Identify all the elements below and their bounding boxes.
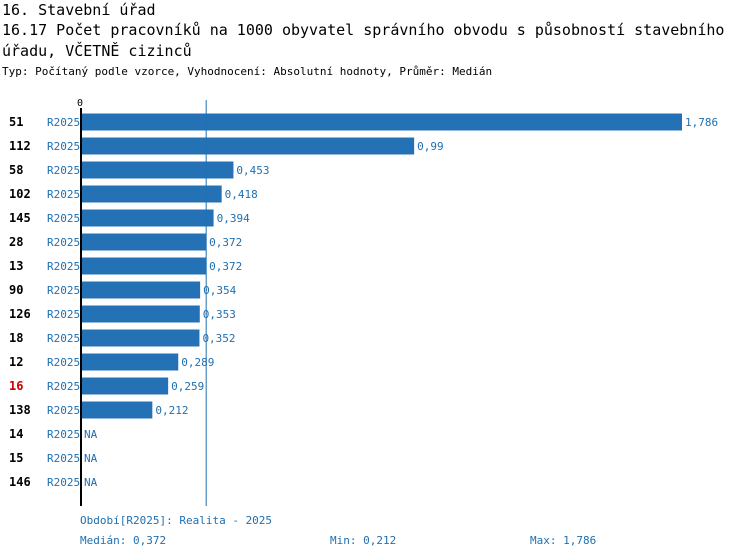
bar: [81, 377, 169, 395]
bar-value-label: 0,372: [209, 236, 242, 249]
row-period-label: R2025: [47, 212, 80, 225]
row-id-label: 58: [9, 163, 23, 177]
footer-period: Období[R2025]: Realita - 2025: [80, 514, 273, 527]
bar-value-label: 0,289: [181, 356, 214, 369]
row-period-label: R2025: [47, 452, 80, 465]
bar: [81, 161, 234, 179]
bar: [81, 137, 415, 155]
bar-chart: 0 51 R2025 1,786 112 R2025 0,99 58 R2025 0,453 102…: [9, 98, 718, 506]
row-id-label: 146: [9, 475, 31, 489]
row-id-label: 145: [9, 211, 31, 225]
bar: [81, 113, 682, 131]
bar-value-label: NA: [84, 428, 98, 441]
bar: [81, 233, 207, 251]
row-period-label: R2025: [47, 356, 80, 369]
bar-value-label: 0,354: [203, 284, 236, 297]
row-id-label: 28: [9, 235, 23, 249]
bar-value-label: 0,418: [225, 188, 258, 201]
row-period-label: R2025: [47, 332, 80, 345]
bar-value-label: 0,372: [209, 260, 242, 273]
row-period-label: R2025: [47, 380, 80, 393]
row-id-label: 102: [9, 187, 31, 201]
row-id-label: 13: [9, 259, 23, 273]
row-id-label: 12: [9, 355, 23, 369]
chart-title: 16.17 Počet pracovníků na 1000 obyvatel …: [2, 21, 725, 39]
bar-value-label: 0,99: [417, 140, 444, 153]
row-id-label: 51: [9, 115, 23, 129]
axis-zero-label: 0: [77, 98, 83, 109]
bar-value-label: 0,259: [171, 380, 204, 393]
row-period-label: R2025: [47, 188, 80, 201]
row-period-label: R2025: [47, 116, 80, 129]
footer-max: Max: 1,786: [530, 534, 597, 547]
bar-value-label: 0,353: [203, 308, 236, 321]
chart-title-continued: úřadu, VČETNĚ cizinců: [2, 42, 192, 60]
section-title: 16. Stavební úřad: [2, 1, 156, 19]
bar: [81, 257, 207, 275]
bar: [81, 353, 179, 371]
row-id-label: 14: [9, 427, 23, 441]
bar: [81, 305, 200, 323]
bar-value-label: 0,352: [202, 332, 235, 345]
bar-value-label: NA: [84, 452, 98, 465]
bar: [81, 281, 201, 299]
bar: [81, 401, 153, 419]
bar-value-label: 1,786: [685, 116, 718, 129]
row-id-label: 112: [9, 139, 31, 153]
row-id-label: 18: [9, 331, 23, 345]
row-period-label: R2025: [47, 164, 80, 177]
bar: [81, 209, 214, 227]
row-id-label: 15: [9, 451, 23, 465]
row-period-label: R2025: [47, 428, 80, 441]
bar-value-label: NA: [84, 476, 98, 489]
row-period-label: R2025: [47, 260, 80, 273]
bar-value-label: 0,212: [155, 404, 188, 417]
bar: [81, 185, 222, 203]
bar-value-label: 0,453: [236, 164, 269, 177]
chart-subtitle: Typ: Počítaný podle vzorce, Vyhodnocení:…: [2, 65, 493, 78]
footer-min: Min: 0,212: [330, 534, 397, 547]
row-id-label: 16: [9, 379, 23, 393]
row-id-label: 126: [9, 307, 31, 321]
row-id-label: 138: [9, 403, 31, 417]
row-period-label: R2025: [47, 236, 80, 249]
row-period-label: R2025: [47, 284, 80, 297]
row-period-label: R2025: [47, 404, 80, 417]
row-period-label: R2025: [47, 476, 80, 489]
bar: [81, 329, 200, 347]
row-period-label: R2025: [47, 140, 80, 153]
row-period-label: R2025: [47, 308, 80, 321]
row-id-label: 90: [9, 283, 23, 297]
bar-value-label: 0,394: [217, 212, 250, 225]
footer-median: Medián: 0,372: [80, 534, 167, 547]
